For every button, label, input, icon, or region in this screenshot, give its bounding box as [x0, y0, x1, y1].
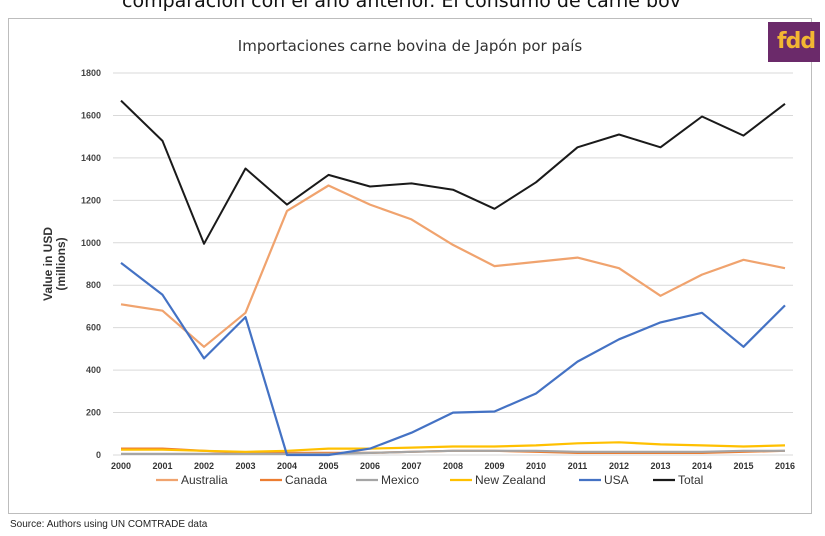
- source-note: Source: Authors using UN COMTRADE data: [10, 519, 208, 530]
- legend: Australia Canada Mexico New Zealand USA Total: [156, 473, 703, 487]
- line-chart: Importaciones carne bovina de Japón por …: [41, 37, 795, 487]
- gridlines: [113, 72, 793, 456]
- series-line-australia: [120, 184, 786, 348]
- legend-label-australia: Australia: [181, 473, 228, 487]
- y-tick-label: 1200: [81, 195, 101, 205]
- y-tick-label: 1600: [81, 110, 101, 120]
- x-tick-label: 2009: [484, 461, 504, 471]
- x-tick-label: 2007: [401, 461, 421, 471]
- series-line-mexico: [121, 449, 785, 455]
- y-tick-label: 1800: [81, 68, 101, 78]
- x-tick-label: 2004: [277, 461, 297, 471]
- x-tick-label: 2015: [733, 461, 753, 471]
- x-tick-label: 2011: [568, 461, 588, 471]
- fdd-logo: fdd: [768, 22, 820, 62]
- legend-label-usa: USA: [604, 473, 629, 487]
- x-tick-label: 2013: [650, 461, 670, 471]
- axis-labels: Importaciones carne bovina de Japón por …: [41, 37, 795, 471]
- x-tick-label: 2002: [194, 461, 214, 471]
- series-line-total: [120, 99, 786, 245]
- chart-title: Importaciones carne bovina de Japón por …: [238, 37, 583, 55]
- x-tick-label: 2005: [318, 461, 338, 471]
- x-tick-label: 2014: [692, 461, 712, 471]
- series-line-usa: [120, 262, 786, 457]
- y-tick-label: 800: [86, 280, 101, 290]
- x-tick-label: 2010: [526, 461, 546, 471]
- article-text-fragment: comparación con el año anterior. El cons…: [122, 0, 681, 12]
- y-tick-label: 1000: [81, 238, 101, 248]
- chart-frame: [8, 18, 812, 514]
- y-tick-label: 200: [86, 408, 101, 418]
- x-tick-label: 2001: [152, 461, 172, 471]
- x-tick-label: 2016: [775, 461, 795, 471]
- y-tick-label: 600: [86, 323, 101, 333]
- legend-label-canada: Canada: [285, 473, 327, 487]
- series-line-new-zealand: [121, 441, 786, 453]
- legend-label-new-zealand: New Zealand: [475, 473, 546, 487]
- y-tick-label: 400: [86, 365, 101, 375]
- legend-label-mexico: Mexico: [381, 473, 419, 487]
- x-tick-label: 2012: [609, 461, 629, 471]
- y-axis-label: Value in USD(millions): [41, 227, 68, 301]
- x-tick-label: 2008: [443, 461, 463, 471]
- series-lines: [120, 99, 786, 457]
- x-tick-label: 2006: [360, 461, 380, 471]
- x-tick-label: 2003: [235, 461, 255, 471]
- legend-label-total: Total: [678, 473, 703, 487]
- y-tick-label: 0: [96, 450, 101, 460]
- y-tick-label: 1400: [81, 153, 101, 163]
- x-tick-label: 2000: [111, 461, 131, 471]
